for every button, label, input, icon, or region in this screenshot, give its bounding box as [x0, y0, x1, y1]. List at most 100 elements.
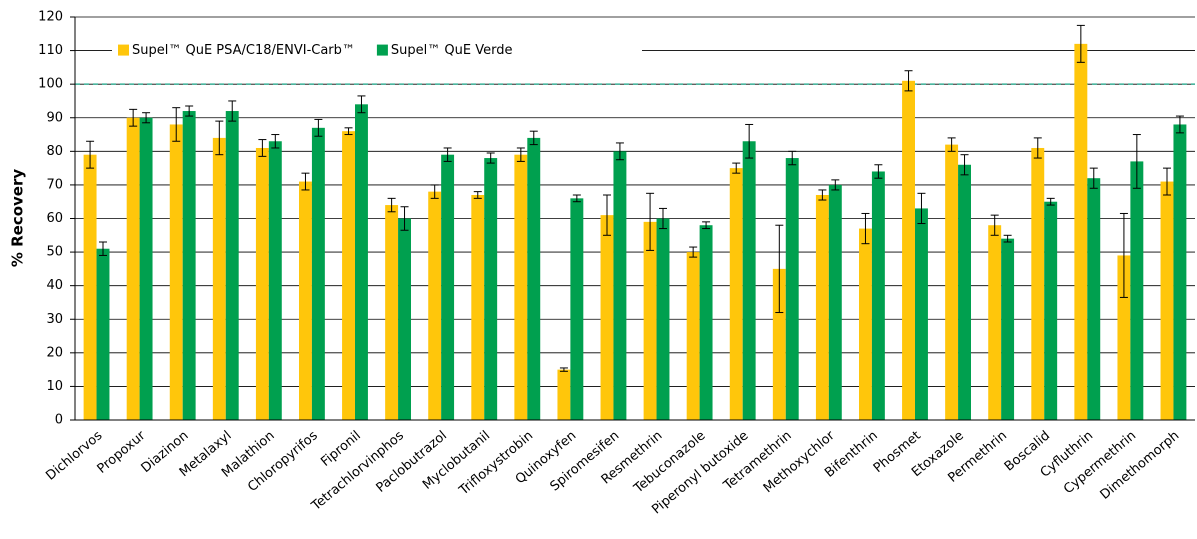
error-bar — [1003, 234, 1012, 243]
error-bar — [1132, 134, 1141, 189]
bar — [398, 218, 411, 420]
error-bar — [1119, 212, 1128, 298]
bar — [268, 141, 282, 420]
y-tick-label: 40 — [46, 278, 63, 293]
bar — [514, 154, 528, 421]
error-bar — [615, 142, 624, 161]
legend-swatch — [118, 44, 129, 56]
error-bar — [387, 197, 396, 213]
error-bar — [646, 192, 655, 251]
bar — [828, 184, 842, 420]
error-bar — [960, 154, 969, 176]
error-bar — [258, 139, 267, 157]
error-bar — [559, 367, 568, 372]
bar — [1173, 124, 1187, 420]
y-tick-label: 30 — [46, 312, 63, 327]
bar — [342, 131, 355, 420]
bar — [958, 164, 971, 420]
error-bar — [473, 191, 482, 199]
bar — [96, 248, 110, 420]
bar — [699, 225, 713, 420]
bar — [1044, 201, 1058, 420]
bar — [785, 158, 799, 421]
y-tick-label: 60 — [46, 211, 63, 226]
bar — [1160, 181, 1174, 420]
error-bar — [1033, 137, 1042, 159]
bar — [815, 194, 829, 420]
bar — [988, 225, 1002, 420]
error-bar — [1163, 167, 1171, 196]
error-bar — [702, 221, 711, 230]
error-bar — [215, 120, 224, 156]
bar — [915, 208, 928, 420]
bar — [225, 111, 239, 421]
error-bar — [732, 162, 741, 174]
error-bar — [831, 179, 840, 191]
bar — [859, 228, 872, 420]
error-bar — [185, 105, 194, 117]
error-bar — [1175, 115, 1184, 134]
bar — [355, 104, 368, 421]
error-bar — [1076, 24, 1085, 63]
y-tick-label: 100 — [38, 77, 63, 92]
bar — [1031, 147, 1045, 420]
bar — [212, 137, 226, 420]
error-bar — [659, 207, 667, 230]
x-tick-label: Dichlorvos — [43, 428, 105, 484]
error-bar — [99, 241, 107, 256]
error-bar — [443, 147, 452, 162]
bar — [1074, 43, 1088, 420]
bar — [527, 137, 541, 420]
bar — [299, 181, 312, 420]
error-bar — [529, 130, 538, 146]
bar — [902, 80, 915, 420]
bar — [1087, 178, 1101, 420]
bar — [742, 141, 756, 420]
bar — [83, 154, 97, 421]
error-bar — [271, 134, 280, 149]
error-bar — [904, 70, 913, 92]
error-bar — [917, 192, 926, 225]
error-bar — [129, 108, 138, 127]
error-bar — [689, 246, 698, 258]
error-bar — [228, 100, 237, 122]
bar — [570, 198, 584, 420]
bar — [385, 205, 399, 420]
error-bar — [301, 172, 310, 191]
error-bar — [947, 137, 956, 152]
error-bar — [400, 206, 409, 231]
bar — [643, 221, 657, 420]
y-axis-label: % Recovery — [9, 169, 27, 268]
y-tick-label: 90 — [46, 110, 63, 125]
x-tick-label: Dimethomorph — [1098, 428, 1183, 503]
bar — [1130, 161, 1144, 421]
bar — [613, 151, 627, 421]
y-tick-label: 20 — [46, 345, 63, 360]
legend-swatch — [376, 44, 388, 56]
error-bar — [86, 140, 95, 169]
error-bar — [1089, 167, 1098, 189]
bar — [871, 171, 885, 420]
error-bar — [172, 107, 181, 142]
bar — [1117, 255, 1131, 420]
bar — [126, 117, 140, 420]
bar — [471, 194, 485, 420]
error-bar — [745, 123, 754, 159]
bar — [945, 144, 959, 420]
bar — [139, 117, 153, 420]
error-bar — [990, 214, 999, 236]
error-bar — [788, 150, 797, 166]
bar — [1001, 238, 1015, 420]
y-tick-label: 70 — [46, 177, 63, 192]
y-tick-label: 10 — [46, 379, 63, 394]
error-bar — [516, 147, 525, 162]
error-bar — [1046, 197, 1055, 206]
error-bar — [603, 194, 611, 236]
y-tick-label: 0 — [55, 413, 63, 428]
error-bar — [572, 194, 581, 203]
error-bar — [775, 224, 784, 314]
bar — [169, 124, 183, 420]
error-bar — [344, 127, 353, 136]
bar — [557, 369, 571, 420]
